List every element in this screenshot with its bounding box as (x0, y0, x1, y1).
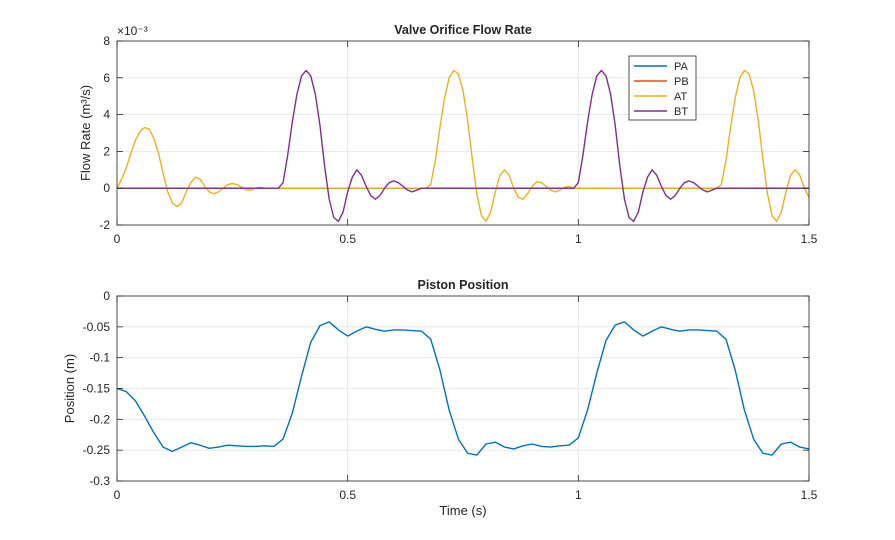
x-tick-label: 0 (114, 488, 121, 502)
flow-rate-lines (116, 69, 810, 223)
x-tick-label: 0 (114, 232, 121, 246)
legend-label-pb: PB (674, 76, 689, 88)
flow-rate-axes-box (116, 40, 810, 226)
y-tick-label: -0.3 (89, 474, 110, 488)
piston-position-ylabel: Position (m) (62, 354, 77, 423)
y-tick-label: -0.05 (83, 320, 111, 334)
y-tick-label: 0 (103, 181, 110, 195)
series-line-at (116, 69, 810, 223)
series-line-position (116, 321, 810, 456)
flow-rate-legend: PA PB AT BT (628, 55, 697, 121)
flow-rate-title: Valve Orifice Flow Rate (394, 23, 532, 37)
legend-label-at: AT (674, 91, 688, 103)
piston-position-chart: 0 0.5 1 1.5 -0.3 -0.25 -0.2 -0.15 -0.1 -0.05 0 Pis… (62, 278, 818, 518)
series-line-bt (117, 69, 809, 223)
y-tick-label: 4 (103, 108, 110, 122)
y-tick-label: 6 (103, 71, 110, 85)
y-tick-label: -0.15 (83, 382, 111, 396)
flow-rate-ylabel: Flow Rate (m³/s) (78, 85, 93, 181)
y-tick-label: -2 (99, 218, 110, 232)
piston-position-ticks: 0 0.5 1 1.5 -0.3 -0.25 -0.2 -0.15 -0.1 -0.05 0 (83, 289, 818, 502)
x-tick-label: 1.5 (801, 488, 818, 502)
flow-rate-y-exponent: ×10⁻³ (117, 24, 148, 38)
y-tick-label: -0.25 (83, 443, 111, 457)
legend-label-pa: PA (674, 61, 689, 73)
x-tick-label: 0.5 (339, 232, 356, 246)
x-tick-label: 1 (575, 232, 582, 246)
y-tick-label: 2 (103, 144, 110, 158)
y-tick-label: -0.1 (89, 351, 110, 365)
x-tick-label: 0.5 (339, 488, 356, 502)
piston-position-xlabel: Time (s) (439, 503, 486, 518)
y-tick-label: -0.2 (89, 412, 110, 426)
legend-label-bt: BT (674, 106, 688, 118)
y-tick-label: 0 (103, 289, 110, 303)
flow-rate-plot-area (117, 41, 809, 225)
y-tick-label: 8 (103, 34, 110, 48)
x-tick-label: 1 (575, 488, 582, 502)
piston-position-lines (116, 321, 810, 456)
flow-rate-ticks: 0 0.5 1 1.5 -2 0 2 4 6 8 (99, 34, 817, 246)
x-tick-label: 1.5 (801, 232, 818, 246)
piston-position-title: Piston Position (418, 278, 509, 292)
